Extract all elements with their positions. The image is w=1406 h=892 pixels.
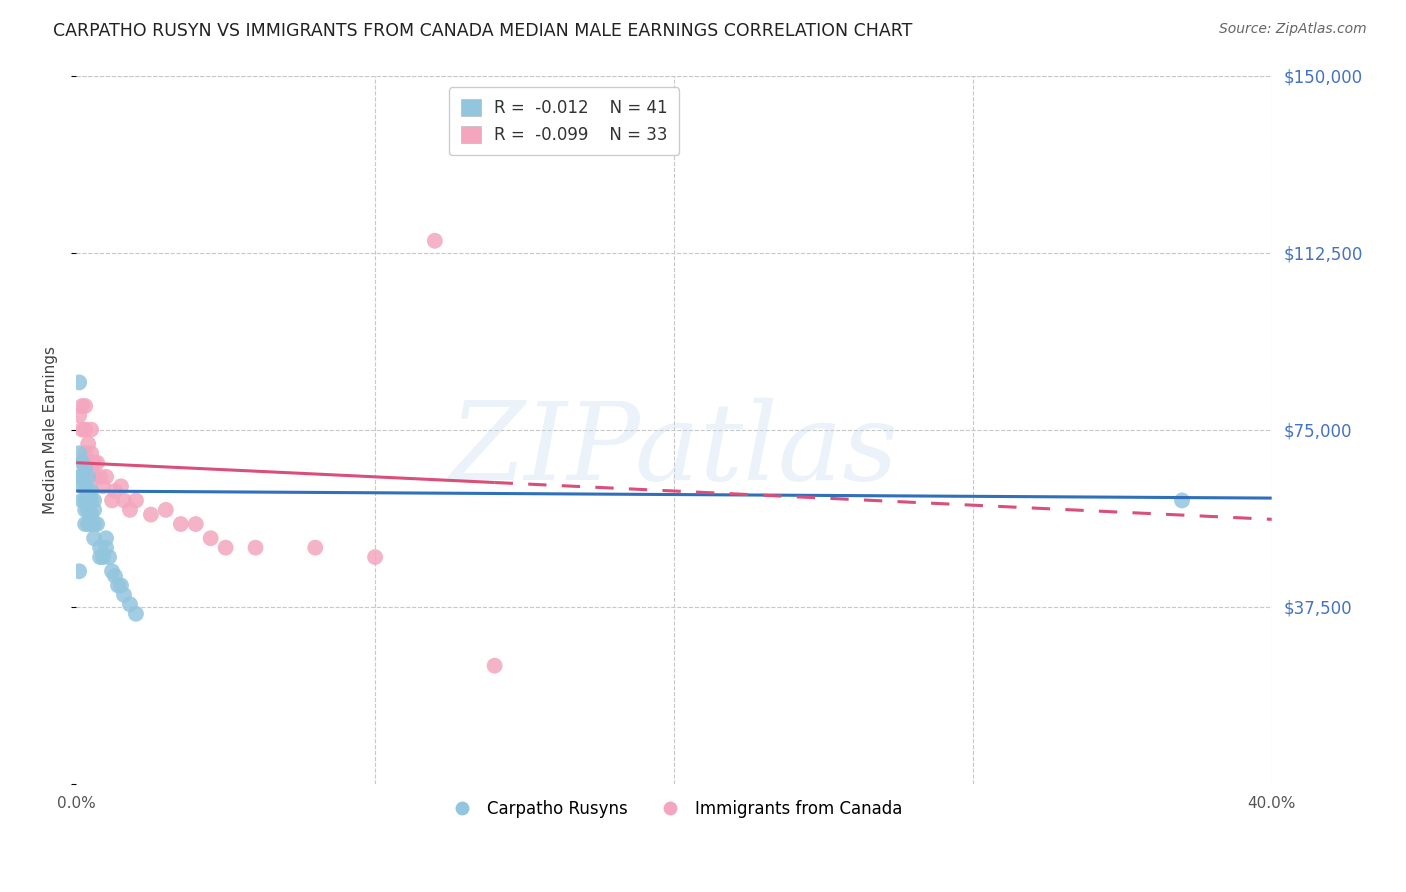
Point bbox=[75, 446, 97, 460]
Point bbox=[125, 493, 148, 508]
Point bbox=[77, 493, 100, 508]
Point bbox=[75, 460, 97, 475]
Point bbox=[70, 493, 93, 508]
Point bbox=[80, 423, 103, 437]
Point bbox=[91, 479, 114, 493]
Point bbox=[83, 493, 105, 508]
Point bbox=[75, 423, 97, 437]
Point bbox=[83, 517, 105, 532]
Point bbox=[484, 658, 506, 673]
Point bbox=[83, 503, 105, 517]
Point bbox=[107, 578, 129, 592]
Point bbox=[94, 470, 117, 484]
Point bbox=[200, 531, 222, 545]
Legend: Carpatho Rusyns, Immigrants from Canada: Carpatho Rusyns, Immigrants from Canada bbox=[439, 794, 908, 825]
Point bbox=[80, 483, 103, 498]
Point bbox=[89, 550, 111, 565]
Point bbox=[75, 517, 97, 532]
Point bbox=[118, 597, 141, 611]
Point bbox=[75, 479, 97, 493]
Point bbox=[70, 470, 93, 484]
Y-axis label: Median Male Earnings: Median Male Earnings bbox=[44, 345, 58, 514]
Point bbox=[98, 550, 121, 565]
Point bbox=[67, 564, 90, 578]
Point bbox=[112, 588, 135, 602]
Point bbox=[67, 376, 90, 390]
Point bbox=[86, 456, 108, 470]
Point bbox=[75, 399, 97, 413]
Point bbox=[89, 470, 111, 484]
Point bbox=[75, 493, 97, 508]
Point bbox=[118, 503, 141, 517]
Point bbox=[80, 517, 103, 532]
Point bbox=[110, 578, 132, 592]
Text: Source: ZipAtlas.com: Source: ZipAtlas.com bbox=[1219, 22, 1367, 37]
Point bbox=[184, 517, 207, 532]
Point bbox=[94, 531, 117, 545]
Point bbox=[101, 564, 124, 578]
Point bbox=[80, 446, 103, 460]
Point bbox=[77, 517, 100, 532]
Point bbox=[77, 470, 100, 484]
Point bbox=[67, 470, 90, 484]
Point bbox=[67, 409, 90, 423]
Point bbox=[70, 423, 93, 437]
Point bbox=[67, 446, 90, 460]
Point bbox=[125, 607, 148, 621]
Point bbox=[170, 517, 193, 532]
Point bbox=[245, 541, 267, 555]
Point bbox=[364, 550, 387, 565]
Text: ZIPatlas: ZIPatlas bbox=[450, 398, 898, 503]
Point bbox=[101, 493, 124, 508]
Point bbox=[112, 493, 135, 508]
Point bbox=[1171, 493, 1194, 508]
Text: CARPATHO RUSYN VS IMMIGRANTS FROM CANADA MEDIAN MALE EARNINGS CORRELATION CHART: CARPATHO RUSYN VS IMMIGRANTS FROM CANADA… bbox=[53, 22, 912, 40]
Point bbox=[75, 503, 97, 517]
Point bbox=[83, 470, 105, 484]
Point bbox=[83, 531, 105, 545]
Point bbox=[86, 517, 108, 532]
Point bbox=[80, 508, 103, 522]
Point bbox=[94, 541, 117, 555]
Point bbox=[70, 479, 93, 493]
Point bbox=[104, 569, 127, 583]
Point bbox=[83, 456, 105, 470]
Point bbox=[77, 437, 100, 451]
Point bbox=[139, 508, 162, 522]
Point bbox=[70, 399, 93, 413]
Point bbox=[80, 493, 103, 508]
Point bbox=[89, 541, 111, 555]
Point bbox=[91, 550, 114, 565]
Point bbox=[304, 541, 326, 555]
Point bbox=[214, 541, 236, 555]
Point bbox=[110, 479, 132, 493]
Point bbox=[77, 456, 100, 470]
Point bbox=[104, 483, 127, 498]
Point bbox=[70, 456, 93, 470]
Point bbox=[423, 234, 446, 248]
Point bbox=[77, 503, 100, 517]
Point bbox=[77, 483, 100, 498]
Point bbox=[155, 503, 177, 517]
